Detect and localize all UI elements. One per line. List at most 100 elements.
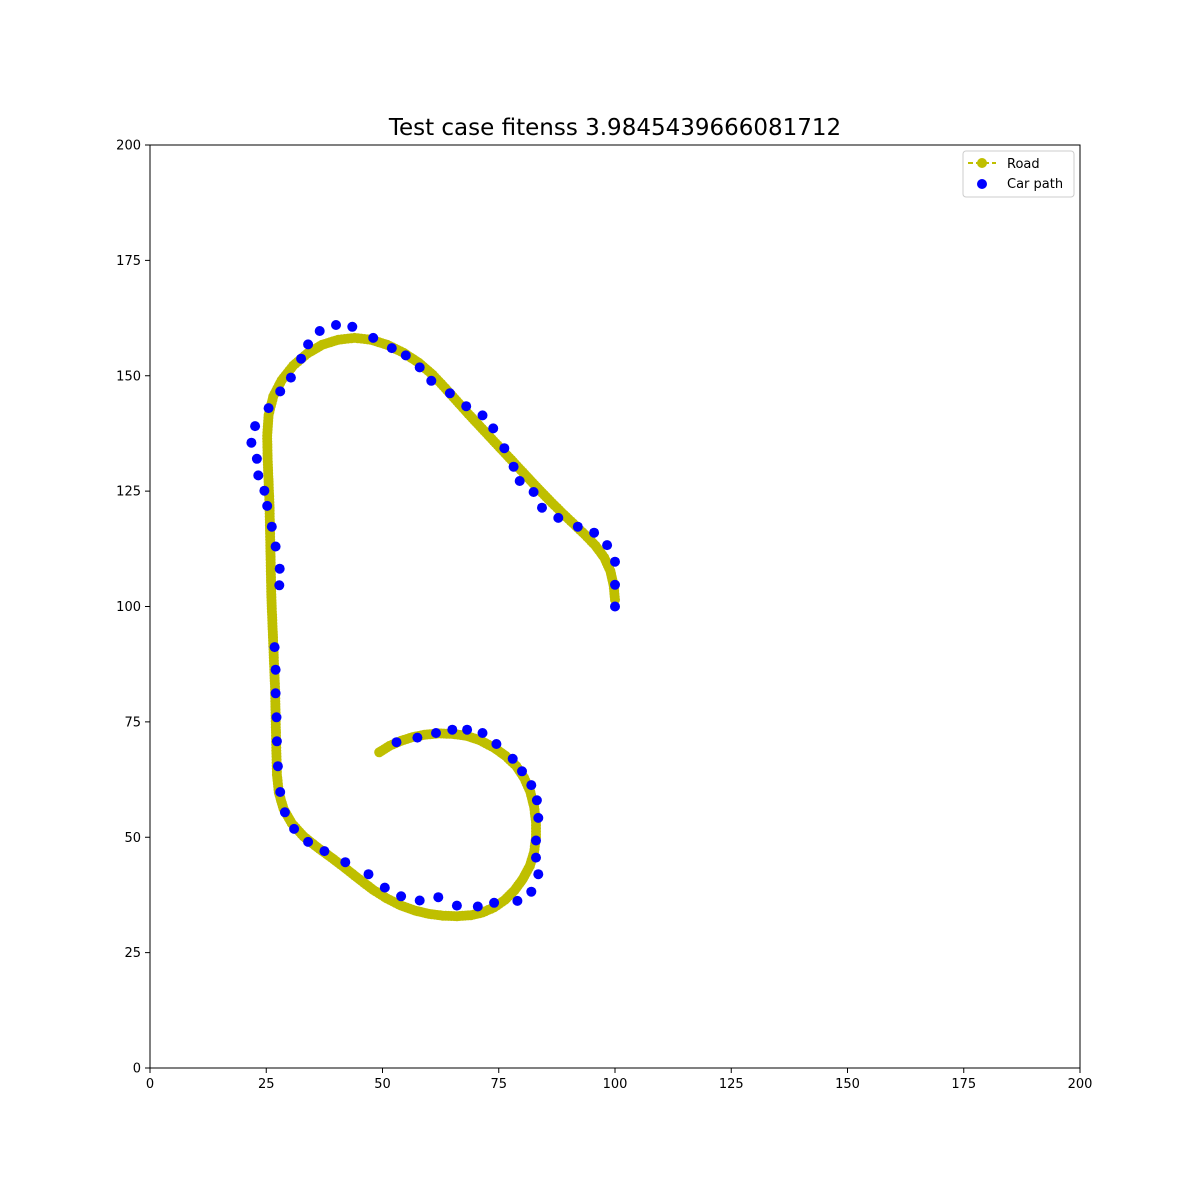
car-path-point	[508, 461, 519, 472]
car-path-point	[272, 761, 283, 772]
car-path-point	[250, 421, 261, 432]
car-path-point	[531, 835, 541, 846]
legend-road-label: Road	[1007, 157, 1040, 172]
car-path-point	[610, 556, 620, 567]
car-path-point	[303, 339, 314, 350]
car-path-point	[368, 332, 379, 343]
car-path-point	[512, 895, 523, 906]
car-path-point	[314, 326, 325, 336]
car-path-point	[491, 739, 502, 749]
y-tick-label: 100	[116, 600, 141, 615]
car-path-point	[340, 857, 351, 868]
y-tick-label: 75	[124, 715, 141, 730]
car-path-point	[289, 823, 300, 834]
car-path-point	[531, 795, 542, 806]
car-path-point	[537, 502, 547, 513]
car-path-point	[386, 343, 397, 354]
car-path-point	[447, 724, 458, 735]
car-path-point	[275, 386, 286, 397]
car-path-point	[391, 737, 402, 748]
legend: Road Car path	[962, 150, 1075, 198]
car-path-point	[499, 443, 510, 454]
car-path-point	[526, 886, 537, 897]
car-path-point	[262, 500, 273, 511]
x-tick-label: 25	[258, 1077, 275, 1092]
chart-title: Test case fitenss 3.9845439666081712	[388, 115, 841, 141]
car-path-point	[489, 897, 500, 908]
car-path-point	[451, 900, 462, 911]
x-tick-label: 175	[951, 1077, 976, 1092]
car-path-point	[472, 901, 483, 912]
y-tick-label: 125	[116, 485, 141, 500]
legend-car-marker	[977, 179, 987, 189]
car-path-point	[263, 403, 274, 414]
car-path-point	[514, 476, 525, 486]
legend-road-marker	[977, 158, 987, 168]
car-path-point	[274, 580, 285, 591]
car-path-point	[279, 807, 290, 818]
car-path-point	[488, 423, 499, 434]
car-path-point	[477, 410, 488, 421]
y-tick-label: 0	[133, 1062, 141, 1077]
car-path-point	[477, 728, 488, 738]
car-path-point	[296, 353, 307, 364]
car-path-point	[246, 437, 257, 448]
car-path-point	[347, 321, 358, 332]
x-tick-label: 50	[374, 1077, 391, 1092]
car-path-point	[433, 892, 444, 903]
x-tick-label: 75	[490, 1077, 507, 1092]
y-tick-label: 50	[124, 831, 141, 846]
y-tick-label: 175	[116, 254, 141, 269]
car-path-point	[285, 372, 296, 383]
y-tick-label: 150	[116, 369, 141, 384]
car-path-point	[572, 521, 583, 532]
x-tick-label: 0	[146, 1077, 154, 1092]
car-path-point	[426, 375, 437, 386]
car-path-point	[553, 512, 564, 523]
x-tick-label: 150	[835, 1077, 860, 1092]
x-axis: 0 25 50 75 100 125 150 175 200	[146, 1068, 1093, 1092]
car-path-point	[270, 688, 281, 699]
car-path-point	[331, 320, 341, 330]
car-path-point	[414, 895, 425, 906]
plot-area	[149, 144, 1081, 1069]
car-path-point	[271, 712, 282, 723]
car-path-point	[396, 891, 407, 902]
car-path-point	[253, 470, 264, 481]
car-path-point	[528, 487, 539, 497]
car-path-point	[270, 541, 281, 552]
car-path-point	[589, 527, 600, 538]
y-tick-label: 200	[116, 139, 141, 154]
car-path-point	[533, 812, 544, 823]
car-path-point	[517, 766, 527, 777]
car-path-point	[270, 664, 281, 675]
car-path-point	[266, 521, 277, 532]
car-path-point	[363, 869, 374, 880]
car-path-point	[275, 787, 286, 797]
car-path-series	[246, 320, 620, 912]
car-path-point	[462, 724, 473, 735]
x-tick-label: 200	[1068, 1077, 1093, 1092]
car-path-point	[269, 642, 280, 653]
car-path-point	[610, 579, 620, 590]
car-path-point	[431, 728, 441, 738]
road-point	[610, 594, 620, 605]
car-path-point	[259, 485, 270, 496]
car-path-point	[271, 736, 282, 747]
car-path-point	[526, 780, 537, 791]
car-path-point	[602, 540, 613, 551]
legend-car-label: Car path	[1007, 177, 1063, 192]
x-tick-label: 125	[719, 1077, 744, 1092]
car-path-point	[444, 388, 455, 399]
car-path-point	[379, 882, 390, 893]
car-path-point	[303, 836, 314, 847]
car-path-point	[610, 601, 620, 612]
car-path-point	[251, 453, 262, 464]
car-path-point	[414, 362, 425, 373]
x-tick-label: 100	[603, 1077, 628, 1092]
y-tick-label: 25	[124, 946, 141, 961]
car-path-point	[400, 350, 411, 361]
car-path-point	[412, 732, 423, 743]
car-path-point	[274, 563, 285, 574]
